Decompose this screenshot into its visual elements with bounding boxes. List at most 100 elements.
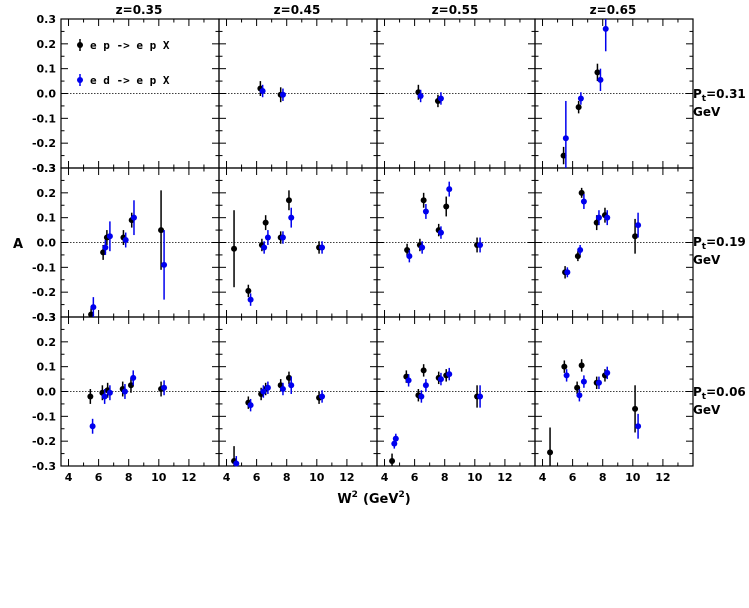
ed-point-r2-c1-5 [288, 382, 295, 389]
row-label-pt031-unit: GeV [693, 105, 721, 119]
x-tick-label: 6 [569, 471, 577, 484]
y-tick-label: -0.2 [32, 286, 56, 299]
x-axis-label: W2 (GeV2) [337, 490, 410, 507]
ed-point-r2-c0-3 [121, 388, 128, 395]
ep-point-r2-c3-1 [561, 363, 568, 370]
ep-point-r1-c2-4 [443, 203, 450, 210]
ep-point-r1-c0-0 [88, 311, 95, 318]
x-tick-label: 12 [497, 471, 512, 484]
y-tick-label: 0.2 [37, 187, 57, 200]
ed-point-r1-c2-2 [422, 208, 429, 215]
ed-point-r1-c1-5 [319, 244, 326, 251]
legend-ed-marker [77, 77, 83, 83]
ed-point-r2-c0-0 [89, 423, 96, 430]
row-label-pt031-sub: t [702, 94, 707, 104]
legend-ed-label: e d -> e p X [90, 74, 170, 87]
ed-point-r1-c1-4 [288, 214, 295, 221]
ed-point-r2-c1-1 [247, 402, 254, 409]
column-title-z035: z=0.35 [116, 3, 163, 17]
y-tick-label: -0.1 [32, 410, 56, 423]
row-label-pt006-prefix: P [693, 385, 702, 399]
ed-point-r2-c3-4 [604, 369, 611, 376]
ep-point-r1-c1-1 [245, 287, 252, 294]
ep-point-r1-c1-0 [231, 245, 238, 252]
ep-point-r2-c3-6 [632, 405, 639, 412]
legend: e p -> e p X e d -> e p X [77, 39, 170, 87]
ed-point-r2-c1-4 [279, 386, 286, 393]
ep-point-r1-c1-5 [285, 197, 292, 204]
ed-point-r0-c3-0 [562, 135, 569, 142]
x-tick-label: 8 [125, 471, 133, 484]
row-label-pt006-value: =0.06 [706, 385, 746, 399]
ep-point-r1-c3-5 [632, 233, 639, 240]
x-tick-label: 4 [539, 471, 547, 484]
ed-point-r2-c2-3 [418, 393, 425, 400]
ed-point-r1-c2-5 [477, 241, 484, 248]
ed-point-r1-c0-1 [102, 244, 109, 251]
x-tick-label: 10 [625, 471, 641, 484]
ep-point-r1-c3-1 [574, 253, 581, 260]
row-label-pt019-prefix: P [693, 235, 702, 249]
x-axis-label-unit-close: ) [405, 492, 411, 507]
x-tick-label: 10 [151, 471, 167, 484]
ep-point-r2-c3-3 [578, 362, 585, 369]
ep-point-r2-c1-5 [285, 374, 292, 381]
row-label-pt031-value: =0.31 [706, 87, 746, 101]
ed-point-r1-c0-5 [161, 261, 168, 268]
ed-point-r0-c1-1 [279, 91, 286, 98]
row-label-pt006-sub: t [702, 392, 707, 402]
y-tick-label: 0.2 [37, 336, 57, 349]
y-tick-label: 0.3 [37, 13, 57, 26]
x-tick-label: 12 [655, 471, 670, 484]
y-tick-label: -0.2 [32, 435, 56, 448]
row-label-pt019-unit: GeV [693, 253, 721, 267]
x-tick-label: 8 [599, 471, 607, 484]
ed-point-r1-c1-0 [247, 296, 254, 303]
ed-point-r1-c3-3 [595, 214, 602, 221]
x-tick-label: 6 [95, 471, 103, 484]
y-tick-label: -0.3 [32, 311, 56, 324]
row-label-pt006-unit: GeV [693, 403, 721, 417]
ed-point-r2-c2-6 [446, 371, 453, 378]
x-tick-label: 8 [441, 471, 449, 484]
column-title-z065: z=0.65 [590, 3, 637, 17]
ed-point-r2-c0-2 [106, 389, 113, 396]
ed-point-r2-c3-0 [563, 372, 570, 379]
row-label-pt006: Pt=0.06 [693, 385, 746, 402]
column-title-z045: z=0.45 [274, 3, 321, 17]
row-label-pt019-value: =0.19 [706, 235, 746, 249]
ed-point-r2-c3-2 [580, 378, 587, 385]
legend-ep-label: e p -> e p X [90, 39, 170, 52]
ed-point-r2-c2-1 [392, 435, 399, 442]
y-tick-label: 0.1 [37, 212, 57, 225]
y-tick-label: 0.2 [37, 38, 57, 51]
x-axis-label-main: W [337, 492, 351, 507]
ed-point-r2-c0-4 [130, 374, 137, 381]
x-tick-label: 12 [181, 471, 196, 484]
y-tick-label: 0.0 [37, 88, 57, 101]
ed-point-r2-c2-2 [405, 377, 412, 384]
ed-point-r2-c3-1 [576, 392, 583, 399]
ed-point-r1-c3-4 [604, 214, 611, 221]
ep-point-r2-c0-0 [87, 393, 94, 400]
ed-point-r1-c0-2 [106, 233, 113, 240]
y-tick-label: -0.1 [32, 112, 56, 125]
ep-point-r1-c0-1 [100, 249, 107, 256]
column-titles: z=0.35 z=0.45 z=0.55 z=0.65 [116, 3, 637, 17]
data-points [87, 19, 642, 467]
y-tick-label: -0.3 [32, 460, 56, 473]
ep-point-r1-c3-3 [593, 219, 600, 226]
ed-point-r1-c0-3 [122, 237, 129, 244]
ed-point-r0-c2-0 [417, 92, 424, 99]
ed-point-r1-c2-4 [446, 186, 453, 193]
ed-point-r1-c0-4 [130, 214, 137, 221]
y-tick-label: -0.1 [32, 261, 56, 274]
ed-point-r0-c1-0 [259, 88, 266, 95]
legend-ep-marker [77, 42, 83, 48]
ed-point-r0-c3-1 [577, 95, 584, 102]
x-tick-label: 4 [223, 471, 231, 484]
ed-point-r1-c1-2 [264, 234, 271, 241]
ed-point-r2-c0-5 [161, 384, 168, 391]
y-tick-label: 0.0 [37, 237, 57, 250]
